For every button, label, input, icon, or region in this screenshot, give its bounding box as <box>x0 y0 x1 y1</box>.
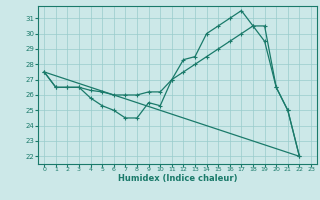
X-axis label: Humidex (Indice chaleur): Humidex (Indice chaleur) <box>118 174 237 183</box>
